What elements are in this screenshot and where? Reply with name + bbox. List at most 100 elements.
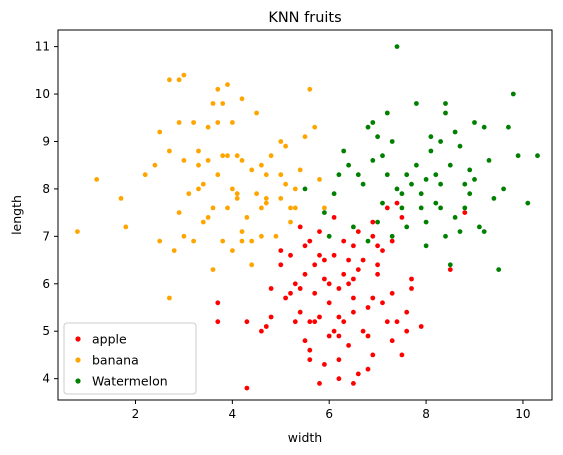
banana-point — [181, 158, 187, 163]
watermelon-point — [380, 200, 385, 206]
apple-point — [462, 210, 468, 216]
apple-point — [351, 309, 356, 315]
apple-point — [297, 224, 303, 230]
apple-point — [336, 333, 342, 339]
watermelon-point — [404, 172, 410, 178]
watermelon-point — [457, 143, 463, 149]
apple-point — [365, 366, 371, 372]
watermelon-point — [380, 153, 385, 159]
watermelon-point — [491, 196, 497, 201]
apple-point — [326, 281, 332, 287]
apple-point — [404, 328, 410, 334]
banana-point — [239, 238, 245, 244]
banana-point — [220, 238, 226, 244]
banana-point — [268, 153, 274, 159]
y-tick-label: 6 — [42, 277, 50, 291]
apple-point — [375, 243, 380, 249]
apple-point — [360, 328, 366, 334]
apple-point — [317, 229, 322, 235]
watermelon-point — [525, 200, 531, 206]
banana-point — [123, 224, 129, 230]
banana-point — [171, 248, 177, 254]
apple-point — [399, 352, 405, 358]
legend-label: Watermelon — [92, 374, 168, 389]
apple-point — [365, 333, 371, 339]
apple-point — [355, 267, 361, 272]
banana-point — [322, 205, 327, 211]
banana-point — [205, 124, 211, 130]
apple-point — [346, 343, 351, 348]
banana-point — [176, 77, 182, 83]
watermelon-point — [515, 153, 521, 159]
banana-point — [263, 200, 269, 206]
x-tick-label: 8 — [422, 407, 430, 421]
banana-point — [210, 205, 216, 211]
banana-point — [263, 196, 269, 201]
banana-point — [234, 153, 240, 159]
apple-point — [375, 262, 380, 268]
banana-point — [186, 191, 192, 197]
watermelon-point — [467, 191, 473, 197]
watermelon-point — [384, 110, 390, 116]
apple-point — [355, 229, 361, 235]
y-tick-label: 9 — [42, 134, 50, 148]
watermelon-point — [462, 205, 468, 211]
watermelon-point — [360, 181, 366, 187]
apple-point — [312, 262, 318, 268]
banana-point — [254, 110, 259, 116]
banana-point — [191, 120, 197, 125]
watermelon-point — [394, 44, 400, 49]
watermelon-point — [443, 233, 448, 239]
legend-marker — [75, 378, 81, 384]
points-layer — [75, 44, 540, 391]
apple-point — [331, 328, 337, 334]
apple-point — [317, 314, 322, 320]
x-tick-label: 2 — [132, 407, 140, 421]
watermelon-point — [481, 229, 487, 235]
banana-point — [244, 215, 250, 220]
banana-point — [176, 120, 182, 125]
banana-point — [181, 233, 187, 239]
legend-box — [63, 322, 197, 395]
apple-point — [380, 248, 385, 254]
apple-point — [394, 200, 400, 206]
watermelon-point — [394, 186, 400, 192]
apple-point — [283, 295, 288, 301]
apple-point — [346, 281, 351, 287]
banana-point — [234, 196, 240, 201]
watermelon-point — [472, 120, 477, 125]
banana-point — [215, 172, 221, 178]
watermelon-point — [341, 148, 347, 154]
banana-point — [210, 267, 216, 272]
banana-point — [234, 191, 240, 197]
watermelon-point — [452, 215, 458, 220]
watermelon-point — [336, 172, 342, 178]
banana-point — [157, 129, 163, 135]
banana-point — [249, 167, 255, 173]
banana-point — [167, 77, 172, 83]
apple-point — [346, 257, 351, 263]
x-axis: 2 4 6 8 10 — [132, 400, 531, 421]
banana-point — [278, 172, 284, 178]
apple-point — [307, 347, 313, 353]
apple-point — [404, 309, 410, 315]
banana-point — [75, 229, 80, 235]
watermelon-point — [481, 124, 487, 130]
banana-point — [239, 158, 245, 163]
banana-point — [230, 186, 235, 192]
banana-point — [292, 205, 298, 211]
apple-point — [215, 300, 221, 306]
banana-point — [167, 148, 172, 154]
banana-point — [283, 181, 288, 187]
apple-point — [268, 286, 274, 291]
y-axis: 4 5 6 7 8 9 10 11 — [35, 40, 58, 386]
banana-point — [200, 219, 206, 225]
watermelon-point — [389, 233, 395, 239]
banana-point — [288, 205, 293, 211]
watermelon-point — [467, 167, 473, 173]
apple-point — [244, 385, 250, 391]
apple-point — [307, 319, 313, 325]
apple-point — [288, 252, 293, 258]
banana-point — [292, 186, 298, 192]
apple-point — [389, 238, 395, 244]
